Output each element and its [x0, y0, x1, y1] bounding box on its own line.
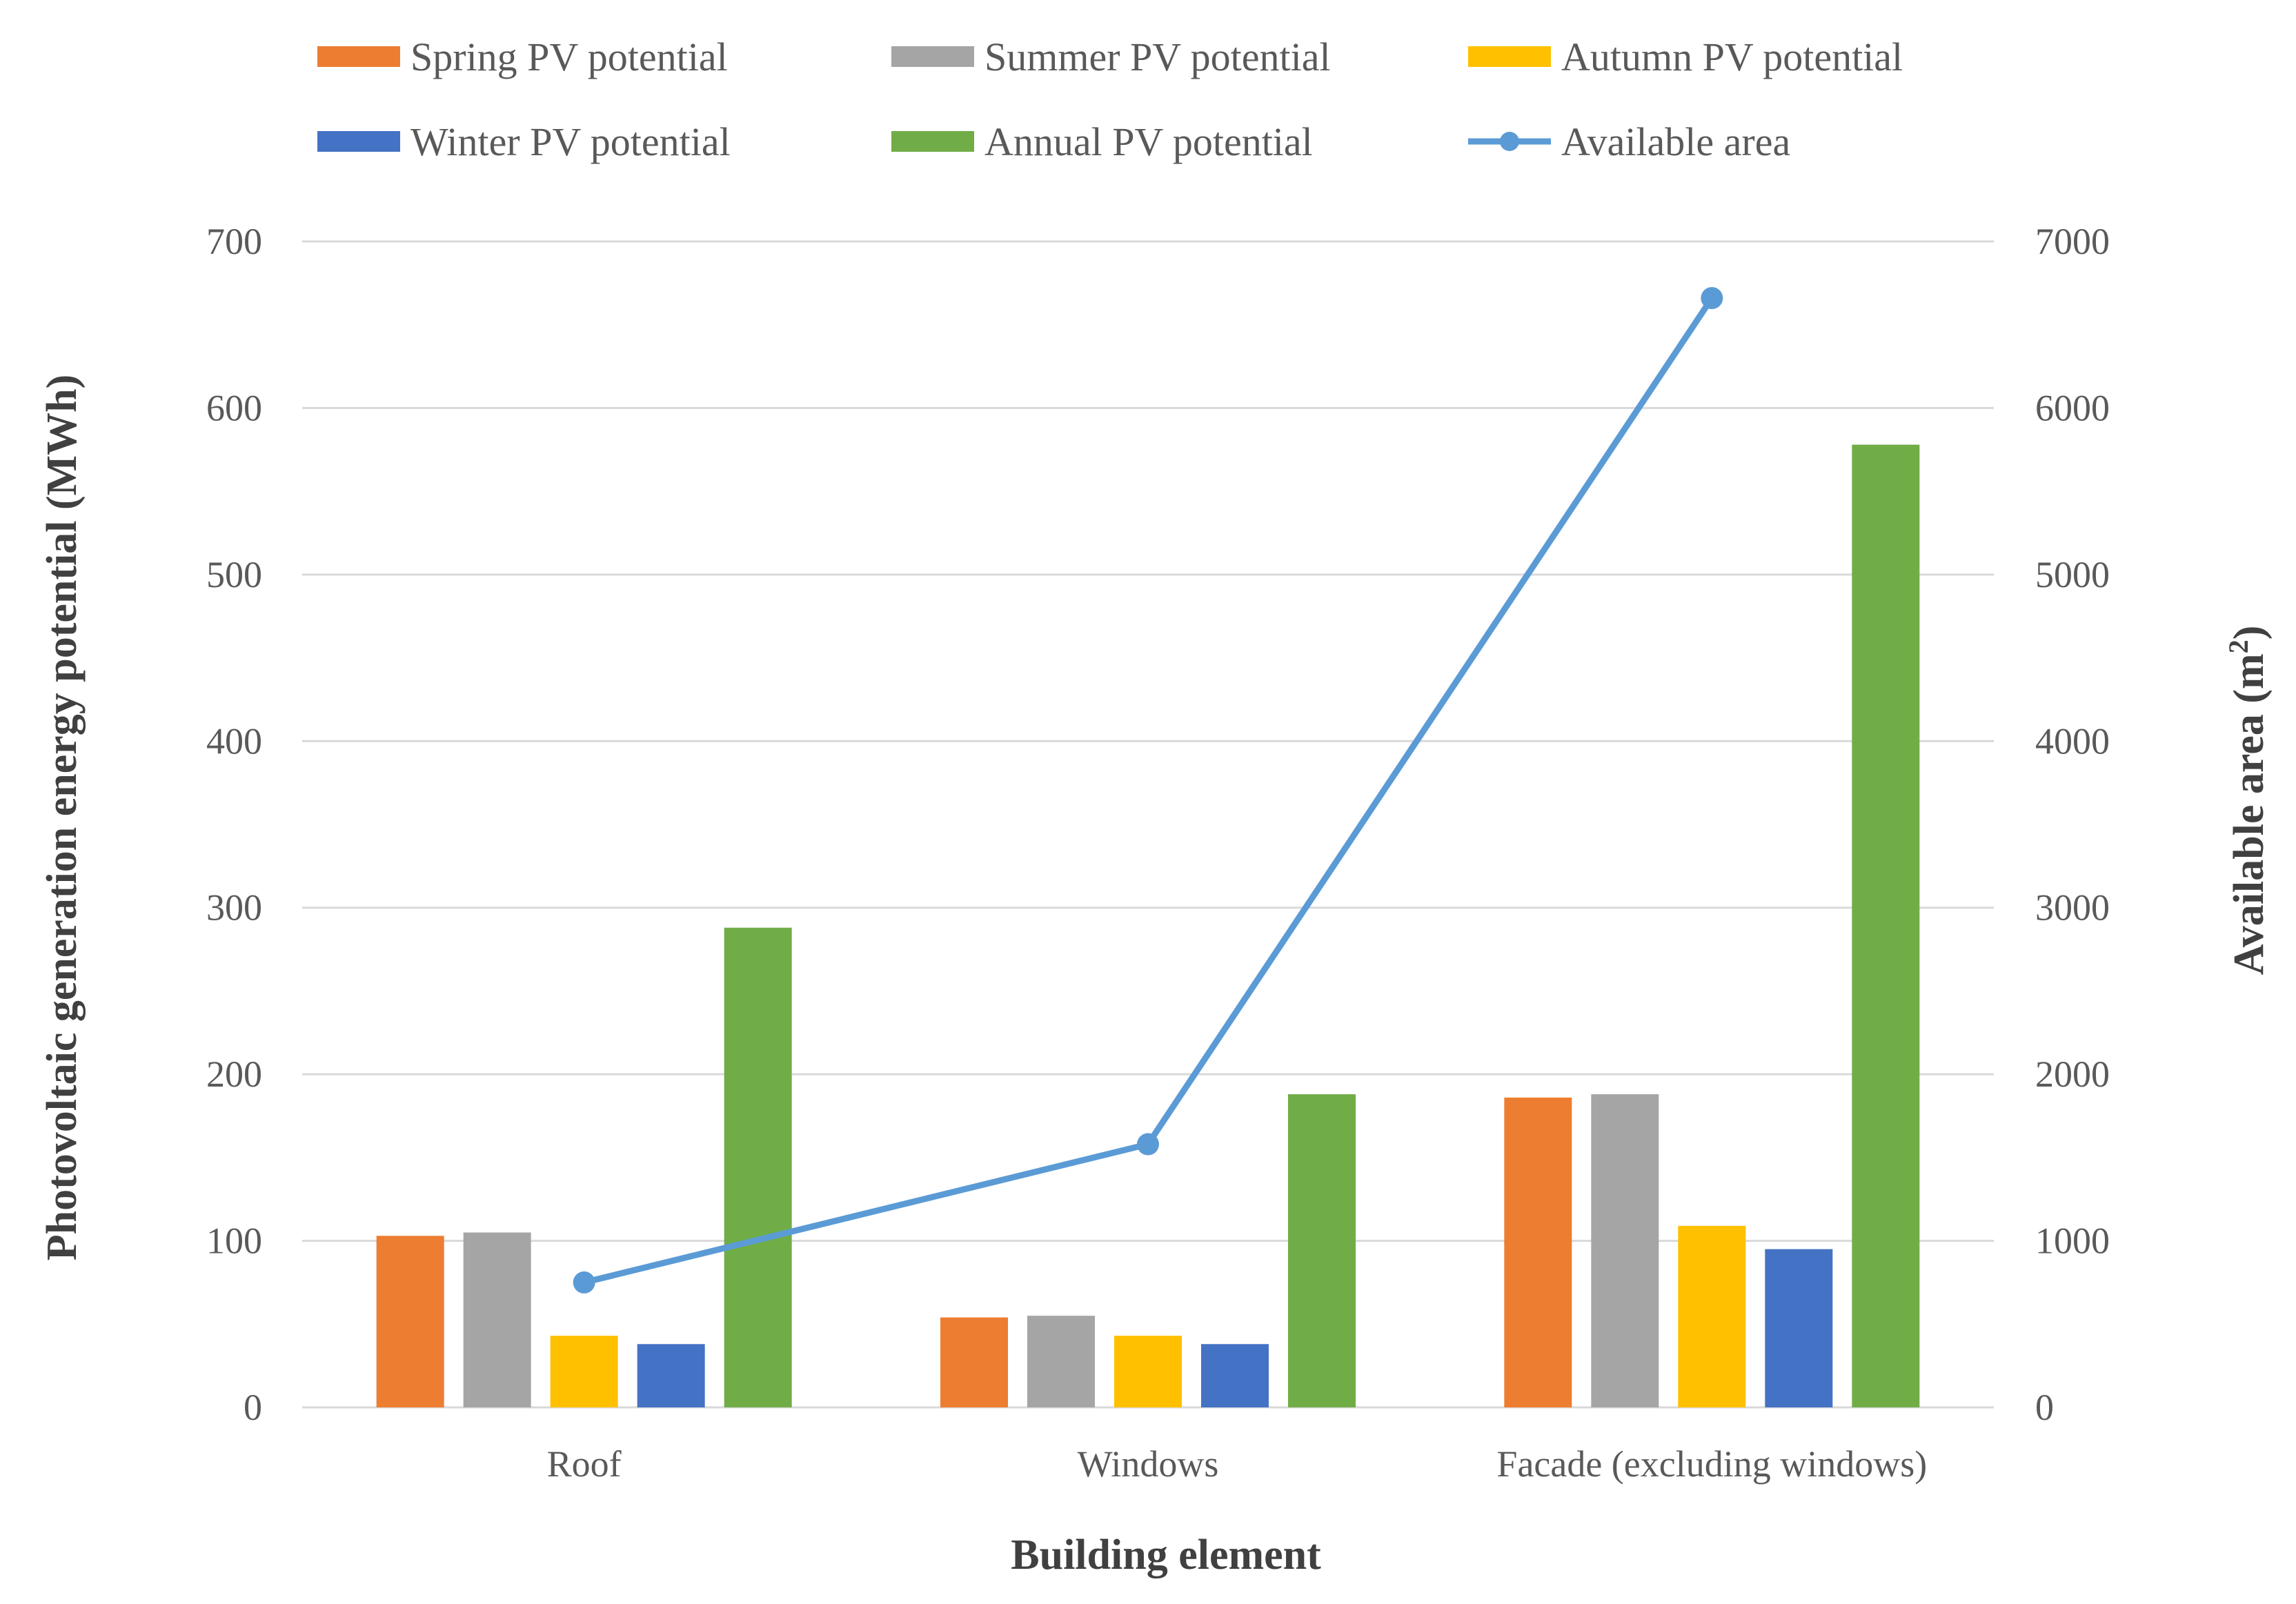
- area-line: [573, 287, 1723, 1294]
- y2-tick-label: 2000: [2035, 1053, 2110, 1095]
- legend: Spring PV potential Summer PV potential Au…: [317, 34, 1903, 164]
- bar-summer-pv-potential-2: [1591, 1094, 1659, 1407]
- legend-label-available-area: Available area: [1561, 119, 1790, 164]
- legend-label-summer-pv-potential: Summer PV potential: [984, 34, 1331, 79]
- area-point-0: [573, 1271, 595, 1294]
- y2-axis-title-close: ): [2226, 626, 2273, 640]
- legend-swatch-marker-available-area: [1500, 132, 1519, 151]
- y-tick-label: 0: [244, 1387, 262, 1428]
- bar-autumn-pv-potential-0: [550, 1336, 618, 1407]
- y2-tick-label: 5000: [2035, 554, 2110, 595]
- x-axis-title: Building element: [1011, 1532, 1321, 1578]
- y2-axis-title: Available area (m2): [2223, 626, 2273, 976]
- bar-spring-pv-potential-0: [376, 1236, 444, 1407]
- y2-tick-label: 1000: [2035, 1220, 2110, 1262]
- legend-label-annual-pv-potential: Annual PV potential: [984, 119, 1313, 164]
- legend-label-autumn-pv-potential: Autumn PV potential: [1561, 34, 1903, 79]
- bar-summer-pv-potential-0: [463, 1232, 531, 1407]
- bar-summer-pv-potential-1: [1027, 1316, 1095, 1407]
- legend-label-winter-pv-potential: Winter PV potential: [410, 119, 731, 164]
- y2-axis-ticks: 0 1000 2000 3000 4000 5000 6000 7000: [2035, 221, 2110, 1428]
- y-tick-label: 100: [206, 1220, 262, 1262]
- y-tick-label: 600: [206, 387, 262, 428]
- bar-winter-pv-potential-1: [1201, 1344, 1269, 1407]
- y2-tick-label: 4000: [2035, 720, 2110, 762]
- legend-swatch-autumn-pv-potential: [1468, 46, 1551, 67]
- category-label: Windows: [1078, 1443, 1219, 1485]
- y2-tick-label: 6000: [2035, 387, 2110, 428]
- legend-swatch-summer-pv-potential: [891, 46, 974, 67]
- bar-winter-pv-potential-2: [1765, 1249, 1833, 1407]
- y2-axis-title-text: Available area (m: [2226, 653, 2273, 975]
- y2-tick-label: 3000: [2035, 887, 2110, 929]
- y-axis-ticks: 0 100 200 300 400 500 600 700: [206, 221, 262, 1428]
- legend-swatch-spring-pv-potential: [317, 46, 400, 67]
- category-labels: Roof Windows Facade (excluding windows): [547, 1443, 1928, 1485]
- y-tick-label: 300: [206, 887, 262, 929]
- bar-annual-pv-potential-1: [1288, 1094, 1356, 1407]
- category-label: Roof: [547, 1443, 622, 1485]
- bar-annual-pv-potential-2: [1852, 444, 1920, 1407]
- y-tick-label: 700: [206, 221, 262, 262]
- y2-axis-title-sup: 2: [2223, 640, 2254, 653]
- legend-swatch-annual-pv-potential: [891, 131, 974, 152]
- y2-tick-label: 7000: [2035, 221, 2110, 262]
- bar-autumn-pv-potential-2: [1678, 1225, 1746, 1407]
- bar-autumn-pv-potential-1: [1114, 1336, 1182, 1407]
- y-tick-label: 500: [206, 554, 262, 595]
- y-tick-label: 200: [206, 1053, 262, 1095]
- legend-swatch-winter-pv-potential: [317, 131, 400, 152]
- bars: [376, 444, 1920, 1407]
- y-tick-label: 400: [206, 720, 262, 762]
- bar-winter-pv-potential-0: [637, 1344, 705, 1407]
- bar-spring-pv-potential-1: [940, 1317, 1008, 1407]
- area-point-2: [1701, 287, 1723, 310]
- bar-spring-pv-potential-2: [1504, 1097, 1572, 1407]
- y-axis-title: Photovoltaic generation energy potential…: [39, 375, 86, 1261]
- category-label: Facade (excluding windows): [1496, 1443, 1927, 1485]
- legend-label-spring-pv-potential: Spring PV potential: [410, 34, 728, 79]
- area-point-1: [1137, 1133, 1159, 1156]
- y2-tick-label: 0: [2035, 1387, 2054, 1428]
- bar-annual-pv-potential-0: [724, 927, 792, 1407]
